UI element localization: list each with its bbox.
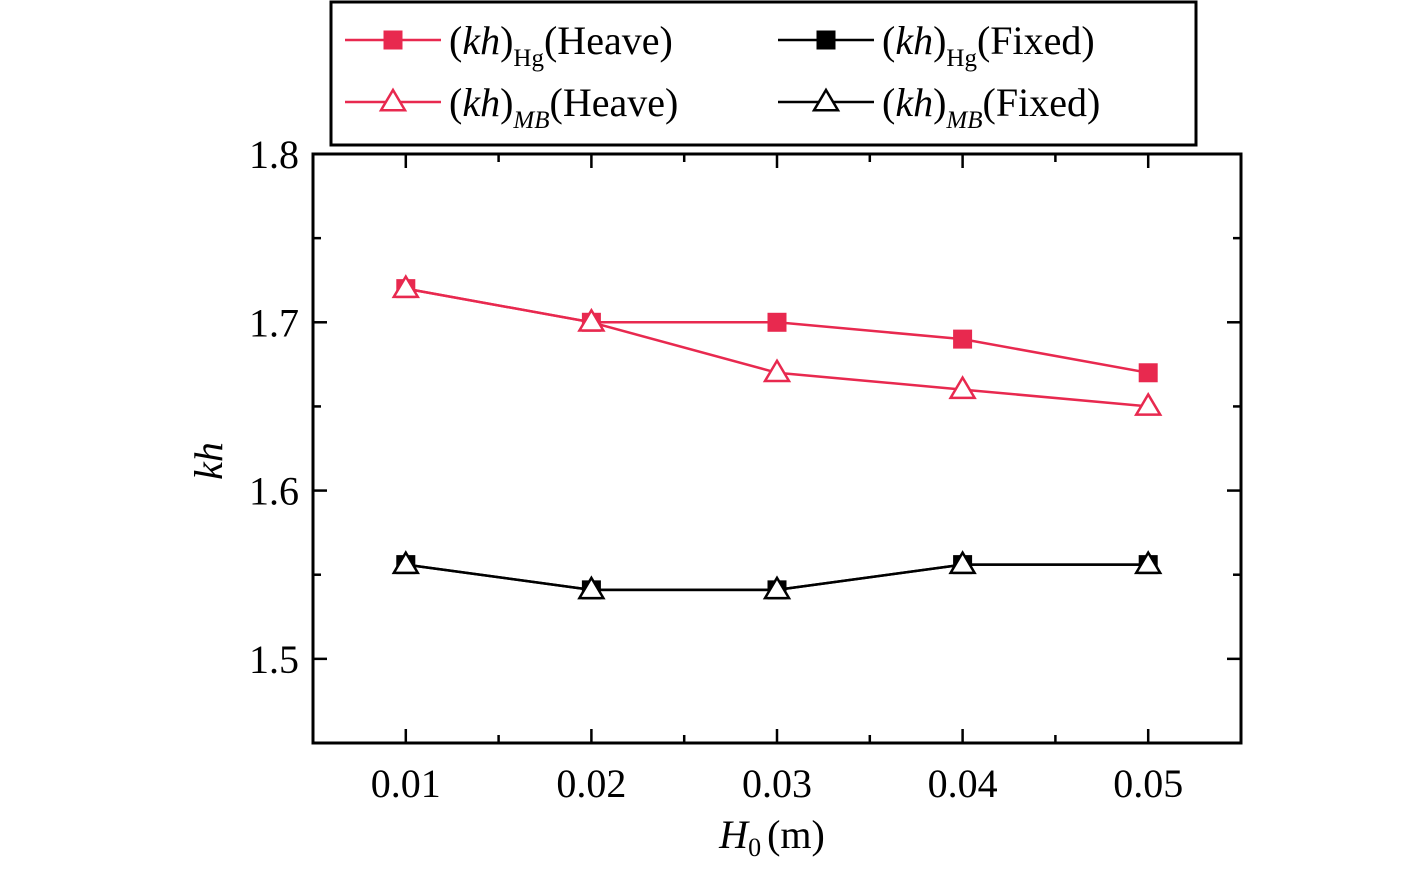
- data-point: [948, 550, 977, 575]
- series-layer: [391, 274, 1163, 600]
- data-point: [1134, 550, 1163, 575]
- legend-label: (kh)Hg(Fixed): [882, 18, 1095, 72]
- data-point: [948, 375, 977, 400]
- x-axis-title: H0 (m): [718, 812, 825, 862]
- data-point: [391, 550, 420, 575]
- y-tick-label: 1.6: [249, 469, 299, 514]
- legend-marker: [383, 30, 403, 50]
- legend: (kh)Hg(Heave) (kh)MB(Heave) (kh)Hg(Fixed) (…: [329, 0, 1198, 147]
- legend-marker: [811, 87, 841, 112]
- data-point: [391, 274, 420, 299]
- data-point: [762, 358, 792, 383]
- legend-item-0: (kh)Hg(Heave): [345, 18, 673, 72]
- legend-item-2: (kh)Hg(Fixed): [778, 18, 1095, 72]
- legend-frame: [329, 0, 1198, 147]
- data-point: [1138, 363, 1158, 383]
- legend-item-1: (kh)MB(Heave): [345, 80, 678, 134]
- data-point: [767, 312, 787, 332]
- y-tick-label: 1.7: [249, 300, 299, 345]
- legend-marker: [816, 30, 836, 50]
- series-3: [391, 550, 1163, 600]
- data-point: [577, 575, 606, 600]
- y-tick-label: 1.5: [249, 637, 299, 682]
- data-point: [577, 307, 606, 332]
- x-tick-label: 0.05: [1113, 761, 1183, 806]
- x-tick-label: 0.01: [371, 761, 441, 806]
- legend-label: (kh)Hg(Heave): [449, 18, 673, 72]
- x-tick-label: 0.03: [742, 761, 812, 806]
- data-point: [762, 575, 792, 600]
- series-1: [391, 274, 1163, 416]
- series-line: [405, 287, 1149, 408]
- legend-marker: [378, 87, 408, 112]
- y-axis-title: kh: [186, 442, 231, 480]
- legend-item-3: (kh)MB(Fixed): [778, 80, 1100, 134]
- data-point: [1134, 391, 1163, 416]
- legend-label: (kh)MB(Heave): [449, 80, 678, 134]
- plot-frame: [311, 152, 1243, 745]
- y-tick-label: 1.8: [249, 132, 299, 177]
- x-tick-label: 0.02: [556, 761, 626, 806]
- legend-label: (kh)MB(Fixed): [882, 80, 1100, 134]
- data-point: [953, 329, 973, 349]
- tick-labels: 0.01 0.02 0.03 0.04 0.05 1.5 1.6 1.7 1.8: [249, 132, 1183, 806]
- axis-ticks: [313, 152, 1241, 743]
- x-tick-label: 0.04: [928, 761, 998, 806]
